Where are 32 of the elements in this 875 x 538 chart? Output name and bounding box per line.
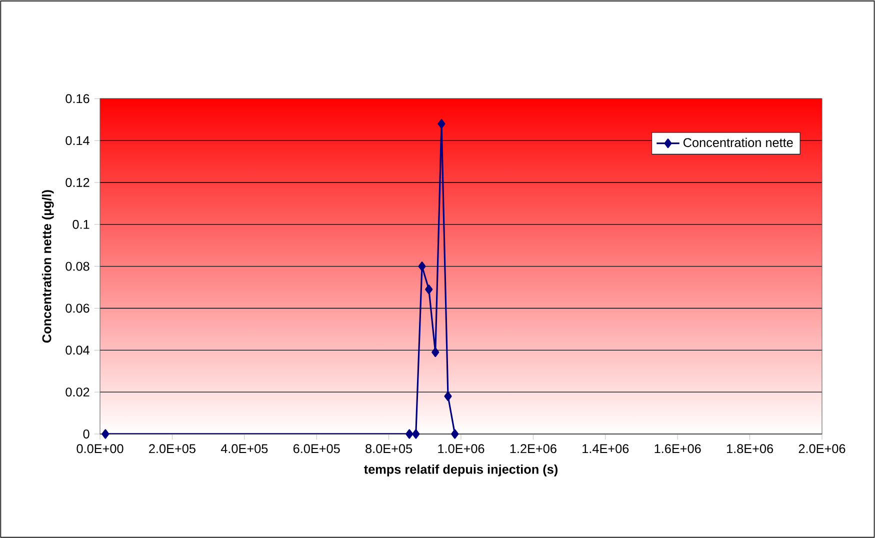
y-tick-label: 0.16	[66, 94, 90, 104]
point	[425, 284, 433, 294]
x-tick-label: 2.0E+06	[798, 444, 846, 454]
point	[432, 347, 440, 358]
point	[444, 391, 452, 402]
point	[412, 429, 420, 439]
x-tick-label: 1.2E+06	[510, 444, 556, 454]
y-tick-label: 0.14	[66, 136, 90, 146]
y-axis-title: Concentration nette (µg/l)	[42, 190, 54, 343]
x-tick-label: 4.0E+05	[220, 444, 268, 454]
point	[102, 429, 110, 439]
y-tick-label: 0.1	[72, 220, 90, 229]
point	[438, 119, 446, 129]
x-tick-label: 6.0E+05	[293, 444, 340, 454]
x-tick-label: 1.0E+06	[438, 444, 484, 454]
point	[418, 262, 426, 272]
y-tick-label: 0.04	[66, 346, 90, 355]
point	[451, 429, 459, 439]
x-tick-label: 1.8E+06	[726, 444, 774, 454]
y-tick-label: 0.08	[66, 262, 90, 271]
x-tick-label: 8.0E+05	[366, 444, 412, 454]
y-tick-label: 0	[83, 430, 90, 438]
y-tick-label: 0.12	[66, 178, 90, 187]
x-tick-label: 0.0E+00	[76, 444, 124, 454]
x-tick-label: 1.6E+06	[654, 444, 701, 454]
y-tick-label: 0.02	[66, 388, 90, 397]
x-tick-label: 1.4E+06	[582, 444, 629, 454]
point	[406, 429, 414, 439]
y-tick-label: 0.06	[66, 304, 90, 313]
legend-label: Concentration nette	[684, 138, 793, 148]
x-tick-label: 2.0E+05	[149, 444, 196, 454]
x-axis-title: temps relatif depuis injection (s)	[364, 464, 558, 476]
